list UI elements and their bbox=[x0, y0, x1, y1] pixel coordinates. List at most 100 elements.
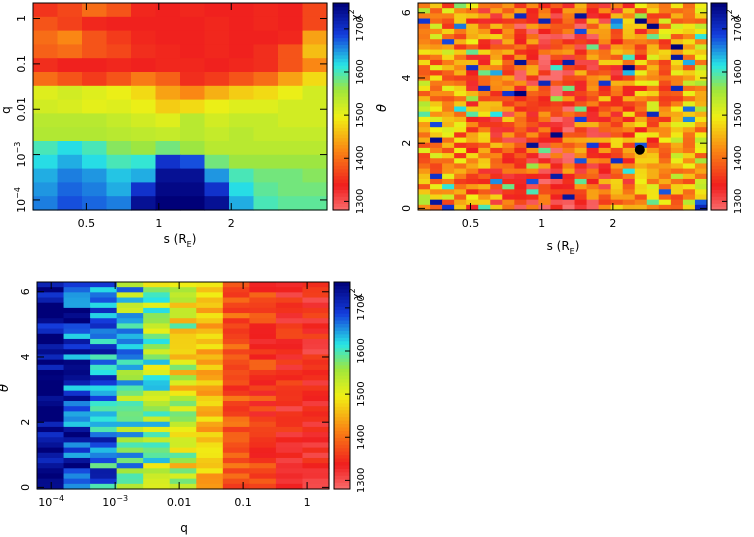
heatmap-cell bbox=[646, 49, 660, 56]
heatmap-cell bbox=[574, 49, 588, 56]
heatmap-cell bbox=[143, 369, 171, 376]
heatmap-cell bbox=[478, 189, 491, 196]
heatmap-cell bbox=[63, 369, 91, 376]
heatmap-cell bbox=[466, 8, 479, 14]
heatmap-cell bbox=[634, 85, 648, 92]
heatmap-cell bbox=[490, 75, 503, 82]
heatmap-cell bbox=[646, 106, 660, 113]
heatmap-cell bbox=[37, 282, 65, 288]
heatmap-cell bbox=[514, 39, 527, 45]
heatmap-cell bbox=[302, 437, 330, 444]
heatmap-cell bbox=[562, 13, 576, 20]
heatmap-cell bbox=[574, 127, 588, 133]
heatmap-cell bbox=[502, 75, 515, 82]
y-tick-label: 2 bbox=[400, 140, 413, 147]
heatmap-cell bbox=[586, 173, 600, 180]
heatmap-cell bbox=[169, 478, 197, 485]
heatmap-cell bbox=[478, 106, 491, 113]
colorbar-swatch bbox=[334, 385, 350, 390]
heatmap-cell bbox=[275, 406, 304, 412]
heatmap-cell bbox=[196, 411, 224, 418]
heatmap-cell bbox=[278, 141, 304, 156]
heatmap-cell bbox=[622, 80, 636, 87]
heatmap-cell bbox=[538, 13, 552, 20]
heatmap-cell bbox=[116, 375, 144, 381]
heatmap-cell bbox=[222, 307, 250, 314]
heatmap-cell bbox=[302, 426, 330, 433]
heatmap-cell bbox=[526, 34, 540, 40]
colorbar-swatch bbox=[333, 89, 349, 94]
heatmap-cell bbox=[63, 375, 91, 381]
heatmap-cell bbox=[278, 113, 304, 128]
heatmap-cell bbox=[562, 142, 576, 149]
heatmap-cell bbox=[222, 457, 250, 464]
heatmap-cell bbox=[490, 3, 503, 9]
heatmap-cell bbox=[90, 328, 118, 335]
heatmap-cell bbox=[586, 75, 600, 82]
heatmap-cell bbox=[526, 147, 540, 154]
heatmap-cell bbox=[302, 141, 328, 156]
heatmap-cell bbox=[222, 463, 250, 469]
heatmap-cell bbox=[442, 13, 455, 20]
heatmap-cell bbox=[658, 44, 672, 51]
heatmap-cell bbox=[222, 432, 250, 438]
heatmap-cell bbox=[249, 354, 277, 361]
heatmap-cell bbox=[37, 302, 65, 309]
heatmap-cell bbox=[538, 80, 552, 87]
heatmap-cell bbox=[550, 101, 564, 108]
heatmap-cell bbox=[180, 30, 206, 45]
heatmap-cell bbox=[586, 49, 600, 56]
colorbar-swatch bbox=[334, 475, 350, 480]
colorbar-swatch bbox=[711, 172, 727, 177]
heatmap-cells-s-q bbox=[33, 3, 328, 211]
heatmap-cell bbox=[634, 44, 648, 51]
heatmap-cell bbox=[196, 452, 224, 459]
heatmap-cell bbox=[229, 113, 255, 128]
colorbar-swatch bbox=[334, 423, 350, 428]
heatmap-cell bbox=[418, 142, 431, 149]
heatmap-cell bbox=[478, 168, 491, 175]
heatmap-cell bbox=[143, 302, 171, 309]
heatmap-cell bbox=[253, 168, 279, 183]
heatmap-cell bbox=[454, 54, 467, 61]
heatmap-cell bbox=[562, 147, 576, 154]
heatmap-cell bbox=[116, 421, 144, 428]
heatmap-cell bbox=[454, 13, 467, 20]
colorbar-swatch bbox=[333, 199, 349, 204]
heatmap-cell bbox=[63, 483, 91, 490]
heatmap-cell bbox=[502, 65, 515, 71]
heatmap-cell bbox=[514, 111, 527, 118]
colorbar-swatch bbox=[333, 154, 349, 159]
heatmap-cell bbox=[670, 111, 684, 118]
colorbar-swatch bbox=[333, 9, 349, 14]
colorbar-swatch bbox=[333, 37, 349, 42]
heatmap-cell bbox=[586, 54, 600, 61]
heatmap-cell bbox=[196, 406, 224, 412]
heatmap-cell bbox=[430, 122, 443, 128]
heatmap-cell bbox=[116, 297, 144, 304]
colorbar-swatch bbox=[334, 333, 350, 338]
heatmap-cell bbox=[490, 96, 503, 102]
heatmap-cell bbox=[131, 141, 157, 156]
heatmap-cell bbox=[63, 359, 91, 366]
heatmap-cell bbox=[430, 153, 443, 159]
heatmap-cell bbox=[454, 80, 467, 87]
heatmap-cell bbox=[418, 173, 431, 180]
heatmap-cell bbox=[514, 18, 527, 25]
heatmap-cell bbox=[610, 28, 624, 35]
heatmap-cell bbox=[155, 182, 181, 197]
heatmap-cell bbox=[478, 101, 491, 108]
heatmap-cell bbox=[143, 457, 171, 464]
plot-frame-s-theta bbox=[417, 2, 708, 211]
colorbar-swatch bbox=[333, 13, 349, 18]
heatmap-cell bbox=[646, 116, 660, 123]
colorbar-swatch bbox=[334, 471, 350, 476]
heatmap-cell bbox=[302, 58, 328, 73]
heatmap-cell bbox=[302, 30, 328, 45]
heatmap-cell bbox=[490, 178, 503, 185]
heatmap-cell bbox=[169, 354, 197, 361]
heatmap-cell bbox=[610, 142, 624, 149]
heatmap-cell bbox=[222, 437, 250, 444]
colorbar-swatch bbox=[711, 175, 727, 180]
heatmap-cell bbox=[694, 3, 708, 9]
